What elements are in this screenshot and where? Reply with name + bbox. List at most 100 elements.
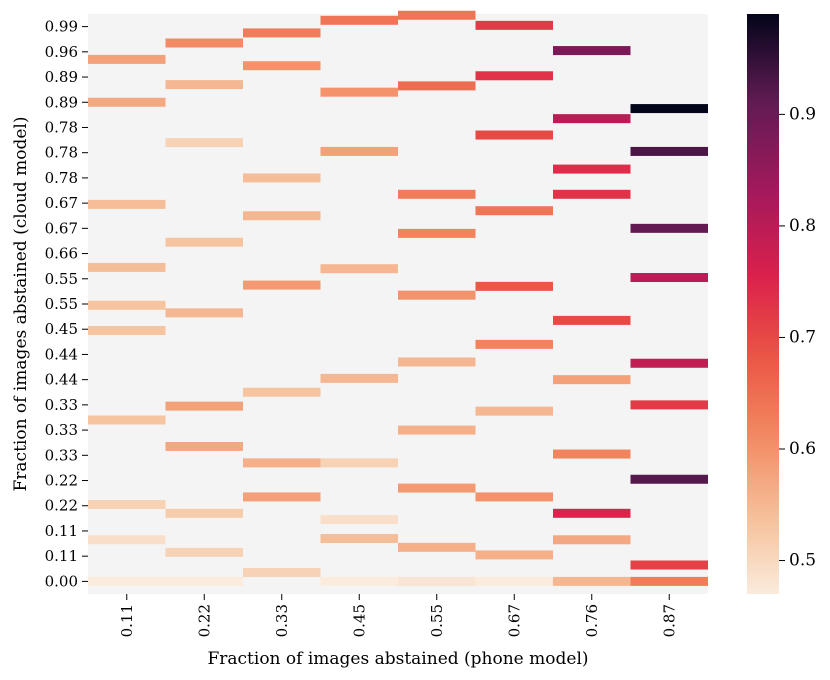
- heatmap-cell: [475, 20, 553, 30]
- colorbar-tick-label: 0.5: [789, 551, 816, 571]
- x-tick-label: 0.33: [273, 604, 291, 637]
- heatmap-cell: [475, 550, 553, 560]
- heatmap-cell: [630, 560, 708, 570]
- plot-area: [88, 14, 708, 594]
- y-tick-label: 0.33: [45, 421, 78, 439]
- heatmap-cell: [320, 515, 398, 525]
- heatmap-cell: [630, 474, 708, 484]
- heatmap-cell: [88, 300, 166, 310]
- y-tick-label: 0.44: [45, 345, 78, 363]
- heatmap-cell: [320, 146, 398, 156]
- y-tick-label: 0.55: [45, 295, 78, 313]
- heatmap-cell: [398, 10, 476, 20]
- y-tick-label: 0.11: [45, 522, 78, 540]
- y-tick-label: 0.78: [45, 169, 78, 187]
- heatmap-cell: [165, 308, 243, 318]
- y-tick-label: 0.89: [45, 93, 78, 111]
- heatmap-cell: [243, 492, 321, 502]
- y-tick-label: 0.99: [45, 18, 78, 36]
- heatmap-cell: [88, 199, 166, 209]
- x-tick-label: 0.45: [350, 604, 368, 637]
- heatmap-cell: [475, 206, 553, 216]
- x-tick-label: 0.67: [505, 604, 523, 637]
- y-tick-label: 0.55: [45, 270, 78, 288]
- heatmap-cell: [88, 499, 166, 509]
- heatmap-cell: [320, 458, 398, 468]
- y-tick-label: 0.33: [45, 446, 78, 464]
- x-tick-label: 0.22: [195, 604, 213, 637]
- heatmap-cell: [398, 228, 476, 238]
- colorbar-tick-label: 0.8: [789, 216, 816, 236]
- y-tick-label: 0.33: [45, 396, 78, 414]
- y-tick-label: 0.66: [45, 245, 78, 263]
- heatmap-cell: [553, 375, 631, 385]
- x-axis-ticks: 0.11 0.22 0.33 0.45 0.55 0.67 0.76 0.87: [118, 594, 678, 637]
- heatmap-cell: [630, 273, 708, 283]
- heatmap-cell: [553, 46, 631, 56]
- heatmap-cell: [630, 146, 708, 156]
- heatmap-cell: [475, 281, 553, 291]
- heatmap-cell: [398, 357, 476, 367]
- y-tick-label: 0.67: [45, 219, 78, 237]
- heatmap-cell: [320, 15, 398, 25]
- heatmap-cell: [398, 425, 476, 435]
- heatmap-cell: [553, 535, 631, 545]
- heatmap-cell: [553, 315, 631, 325]
- y-axis-ticks: 0.99 0.96 0.89 0.89 0.78 0.78 0.78 0.67 0.67 0.66…: [45, 18, 88, 590]
- heatmap-cell: [475, 492, 553, 502]
- heatmap-cell: [398, 542, 476, 552]
- colorbar-tick-label: 0.6: [789, 439, 816, 459]
- y-tick-label: 0.89: [45, 68, 78, 86]
- heatmap-cell: [243, 61, 321, 71]
- x-tick-label: 0.87: [660, 604, 678, 637]
- heatmap-cell: [88, 54, 166, 64]
- heatmap-cell: [398, 81, 476, 91]
- colorbar-tick-label: 0.9: [789, 104, 816, 124]
- heatmap-cell: [553, 508, 631, 518]
- x-axis-label: Fraction of images abstained (phone mode…: [207, 649, 588, 669]
- heatmap-cell: [630, 400, 708, 410]
- heatmap-cell: [243, 458, 321, 468]
- x-tick-label: 0.55: [428, 604, 446, 637]
- heatmap-cell: [165, 508, 243, 518]
- heatmap-cell: [165, 401, 243, 411]
- heatmap-cell: [475, 130, 553, 140]
- heatmap-cell: [475, 339, 553, 349]
- heatmap-cell: [553, 449, 631, 459]
- y-tick-label: 0.45: [45, 320, 78, 338]
- heatmap-cell: [88, 97, 166, 107]
- heatmap-cell: [165, 237, 243, 247]
- colorbar: [747, 14, 779, 594]
- heatmap-cell: [630, 223, 708, 233]
- heatmap-cell: [165, 80, 243, 90]
- heatmap-cells: [88, 10, 708, 586]
- heatmap-cell: [320, 264, 398, 274]
- heatmap-cell: [475, 576, 553, 586]
- heatmap-cell: [398, 290, 476, 300]
- heatmap-cell: [320, 576, 398, 586]
- heatmap-cell: [320, 373, 398, 383]
- y-axis-label: Fraction of images abstained (cloud mode…: [11, 117, 31, 492]
- heatmap-cell: [320, 87, 398, 97]
- heatmap-cell: [243, 280, 321, 290]
- x-tick-label: 0.76: [583, 604, 601, 637]
- y-tick-label: 0.78: [45, 118, 78, 136]
- heatmap-cell: [630, 576, 708, 586]
- y-tick-label: 0.78: [45, 144, 78, 162]
- heatmap-cell: [88, 262, 166, 272]
- y-tick-label: 0.11: [45, 547, 78, 565]
- y-tick-label: 0.67: [45, 194, 78, 212]
- heatmap-cell: [243, 28, 321, 38]
- y-tick-label: 0.22: [45, 497, 78, 515]
- heatmap-cell: [88, 535, 166, 545]
- heatmap-cell: [553, 189, 631, 199]
- colorbar-tick-label: 0.7: [789, 327, 816, 347]
- heatmap-cell: [165, 441, 243, 451]
- heatmap-cell: [243, 211, 321, 221]
- heatmap-cell: [243, 173, 321, 183]
- heatmap-cell: [475, 406, 553, 416]
- heatmap-cell: [630, 358, 708, 368]
- heatmap-cell: [553, 164, 631, 174]
- heatmap-cell: [320, 534, 398, 544]
